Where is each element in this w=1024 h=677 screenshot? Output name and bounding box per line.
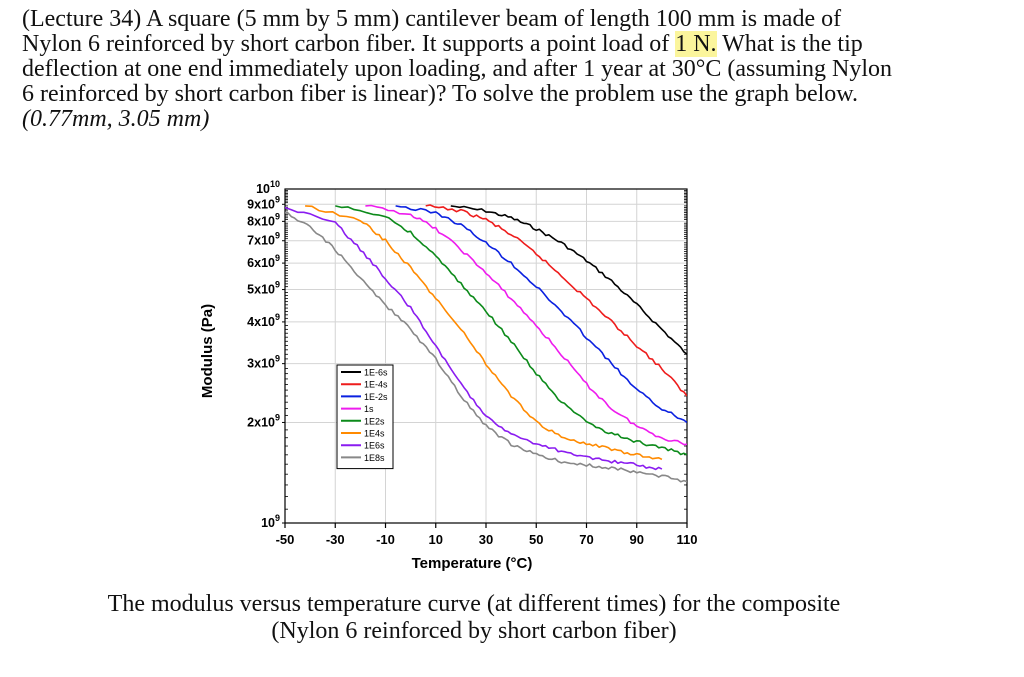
legend-label: 1E6s (364, 441, 385, 451)
problem-line-4: 6 reinforced by short carbon fiber is li… (22, 81, 859, 107)
y-tick-label: 1010 (256, 179, 280, 196)
legend-label: 1E-2s (364, 392, 388, 402)
x-tick-label: 110 (677, 532, 698, 547)
x-tick-label: 90 (630, 532, 644, 547)
y-tick-label: 6x109 (247, 253, 280, 270)
y-tick-label: 2x109 (247, 412, 280, 429)
x-tick-label: 50 (529, 532, 543, 547)
problem-line-2-end: What is the tip (716, 31, 863, 57)
x-tick-label: -50 (276, 532, 295, 547)
series-line-1E2s (335, 205, 687, 456)
legend-label: 1E-4s (364, 380, 388, 390)
legend-label: 1s (364, 404, 374, 414)
problem-line-2-start: Nylon 6 reinforced by short carbon fiber… (22, 31, 676, 57)
y-tick-label: 8x109 (247, 211, 280, 228)
series-line-1E-2s (395, 205, 687, 424)
problem-line-2: Nylon 6 reinforced by short carbon fiber… (22, 31, 1007, 57)
series-line-1E8s (285, 211, 687, 483)
y-axis-label: Modulus (Pa) (199, 304, 216, 398)
series-line-1E-6s (450, 205, 687, 355)
highlighted-load: 1 N. (675, 31, 717, 57)
legend-label: 1E8s (364, 453, 385, 463)
y-tick-label: 3x109 (247, 354, 280, 371)
y-tick-label: 7x109 (247, 231, 280, 248)
answer-text: (0.77mm, 3.05 mm) (22, 106, 210, 132)
x-tick-label: -10 (376, 532, 395, 547)
caption-line-1: The modulus versus temperature curve (at… (107, 591, 841, 617)
problem-line-1: (Lecture 34) A square (5 mm by 5 mm) can… (22, 6, 842, 32)
y-tick-label: 4x109 (247, 312, 280, 329)
legend-box (336, 364, 394, 470)
y-tick-label: 9x109 (247, 194, 280, 211)
x-tick-label: 10 (429, 532, 443, 547)
x-axis-label: Temperature (°C) (412, 555, 533, 572)
legend-label: 1E-6s (364, 368, 388, 378)
x-tick-label: -30 (326, 532, 345, 547)
y-tick-label: 109 (261, 513, 280, 530)
problem-statement: (Lecture 34) A square (5 mm by 5 mm) can… (22, 7, 1007, 132)
series-line-1E6s (285, 206, 663, 471)
legend-label: 1E4s (364, 429, 385, 439)
legend-label: 1E2s (364, 416, 385, 426)
series-line-1s (365, 204, 687, 446)
caption-line-2: (Nylon 6 reinforced by short carbon fibe… (271, 618, 677, 644)
x-tick-label: 70 (579, 532, 593, 547)
y-tick-label: 5x109 (247, 280, 280, 297)
problem-line-3: deflection at one end immediately upon l… (22, 56, 893, 82)
x-tick-label: 30 (479, 532, 493, 547)
series-line-1E4s (305, 205, 663, 461)
figure-caption: The modulus versus temperature curve (at… (0, 591, 948, 645)
series-line-1E-4s (425, 204, 687, 397)
